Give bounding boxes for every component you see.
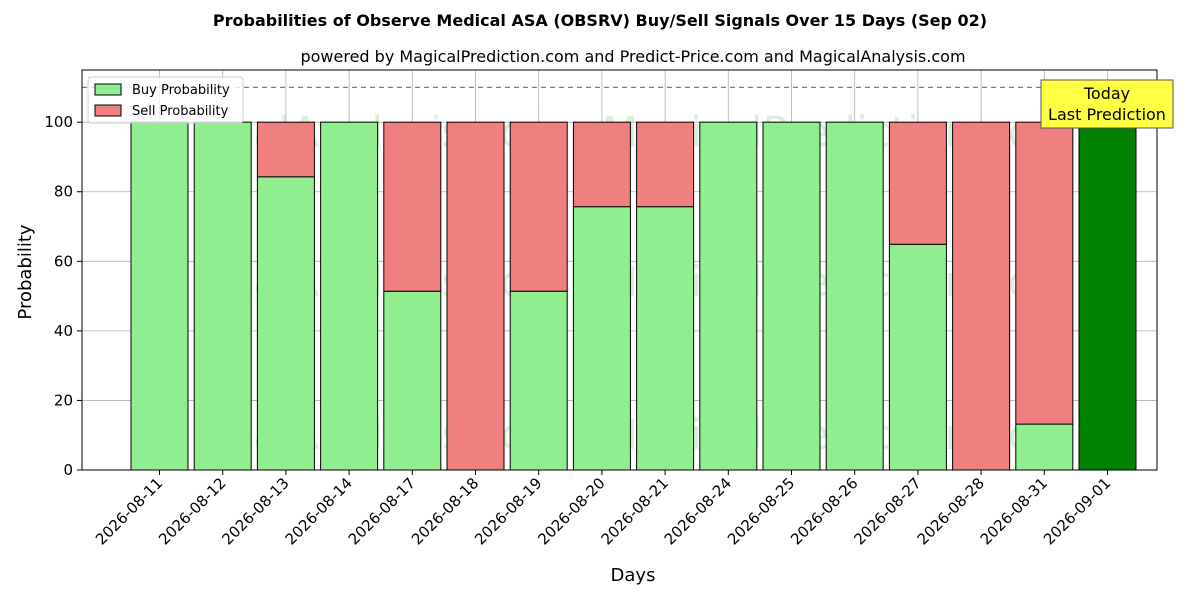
y-tick-label: 40 (54, 322, 73, 340)
today-annotation: Today Last Prediction (1040, 79, 1174, 129)
buy-bar (1078, 121, 1137, 471)
x-tick-label: 2026-08-14 (282, 474, 356, 548)
sell-bar (572, 121, 631, 208)
x-tick-label: 2026-08-18 (408, 474, 482, 548)
x-tick-label: 2026-08-12 (155, 474, 229, 548)
sell-bar (888, 121, 947, 245)
buy-bar (193, 121, 252, 471)
buy-bar (888, 243, 947, 471)
legend-label: Buy Probability (132, 83, 230, 98)
legend-box (87, 76, 244, 124)
buy-bar (636, 206, 695, 471)
buy-bar (320, 121, 379, 471)
chart-title: Probabilities of Observe Medical ASA (OB… (213, 11, 987, 30)
x-tick-label: 2026-08-19 (471, 474, 545, 548)
y-tick-label: 80 (54, 183, 73, 201)
buy-bar (1015, 423, 1074, 471)
sell-bar (383, 121, 442, 292)
buy-bar (130, 121, 189, 471)
x-tick-label: 2026-08-20 (534, 474, 608, 548)
chart-subtitle: powered by MagicalPrediction.com and Pre… (300, 47, 965, 66)
buy-bar (762, 121, 821, 471)
buy-bar (572, 206, 631, 471)
y-tick-label: 20 (54, 391, 73, 409)
annotation-box (1040, 79, 1174, 129)
legend-swatch (94, 104, 122, 117)
legend-swatch (94, 83, 122, 96)
bars-layer (82, 86, 1157, 471)
y-tick-label: 0 (63, 461, 73, 479)
y-tick-label: 100 (44, 113, 73, 131)
buy-bar (825, 121, 884, 471)
x-tick-label: 2026-08-21 (598, 474, 672, 548)
x-tick-label: 2026-08-27 (850, 474, 924, 548)
x-tick-label: 2026-08-11 (92, 474, 166, 548)
x-tick-label: 2026-09-01 (1040, 474, 1114, 548)
x-tick-label: 2026-08-17 (345, 474, 419, 548)
legend: Buy Probability Sell Probability (87, 76, 244, 124)
x-tick-label: 2026-08-25 (724, 474, 798, 548)
x-tick-label: 2026-08-26 (787, 474, 861, 548)
buy-bar (383, 290, 442, 471)
sell-bar (446, 121, 505, 471)
legend-label: Sell Probability (132, 104, 229, 119)
x-tick-label: 2026-08-13 (218, 474, 292, 548)
sell-bar (952, 121, 1011, 471)
x-tick-label: 2026-08-28 (914, 474, 988, 548)
sell-bar (1015, 121, 1074, 425)
buy-bar (699, 121, 758, 471)
buy-bar (256, 176, 315, 471)
y-axis-label: Probability (15, 224, 36, 319)
sell-bar (636, 121, 695, 208)
x-tick-label: 2026-08-31 (977, 474, 1051, 548)
y-tick-label: 60 (54, 252, 73, 270)
buy-bar (509, 290, 568, 471)
x-tick-label: 2026-08-24 (661, 474, 735, 548)
plot-frame (81, 69, 1158, 471)
sell-bar (509, 121, 568, 292)
annotation-line: Last Prediction (1048, 105, 1166, 124)
x-axis-label: Days (611, 565, 656, 586)
annotation-line: Today (1083, 84, 1130, 103)
sell-bar (256, 121, 315, 178)
